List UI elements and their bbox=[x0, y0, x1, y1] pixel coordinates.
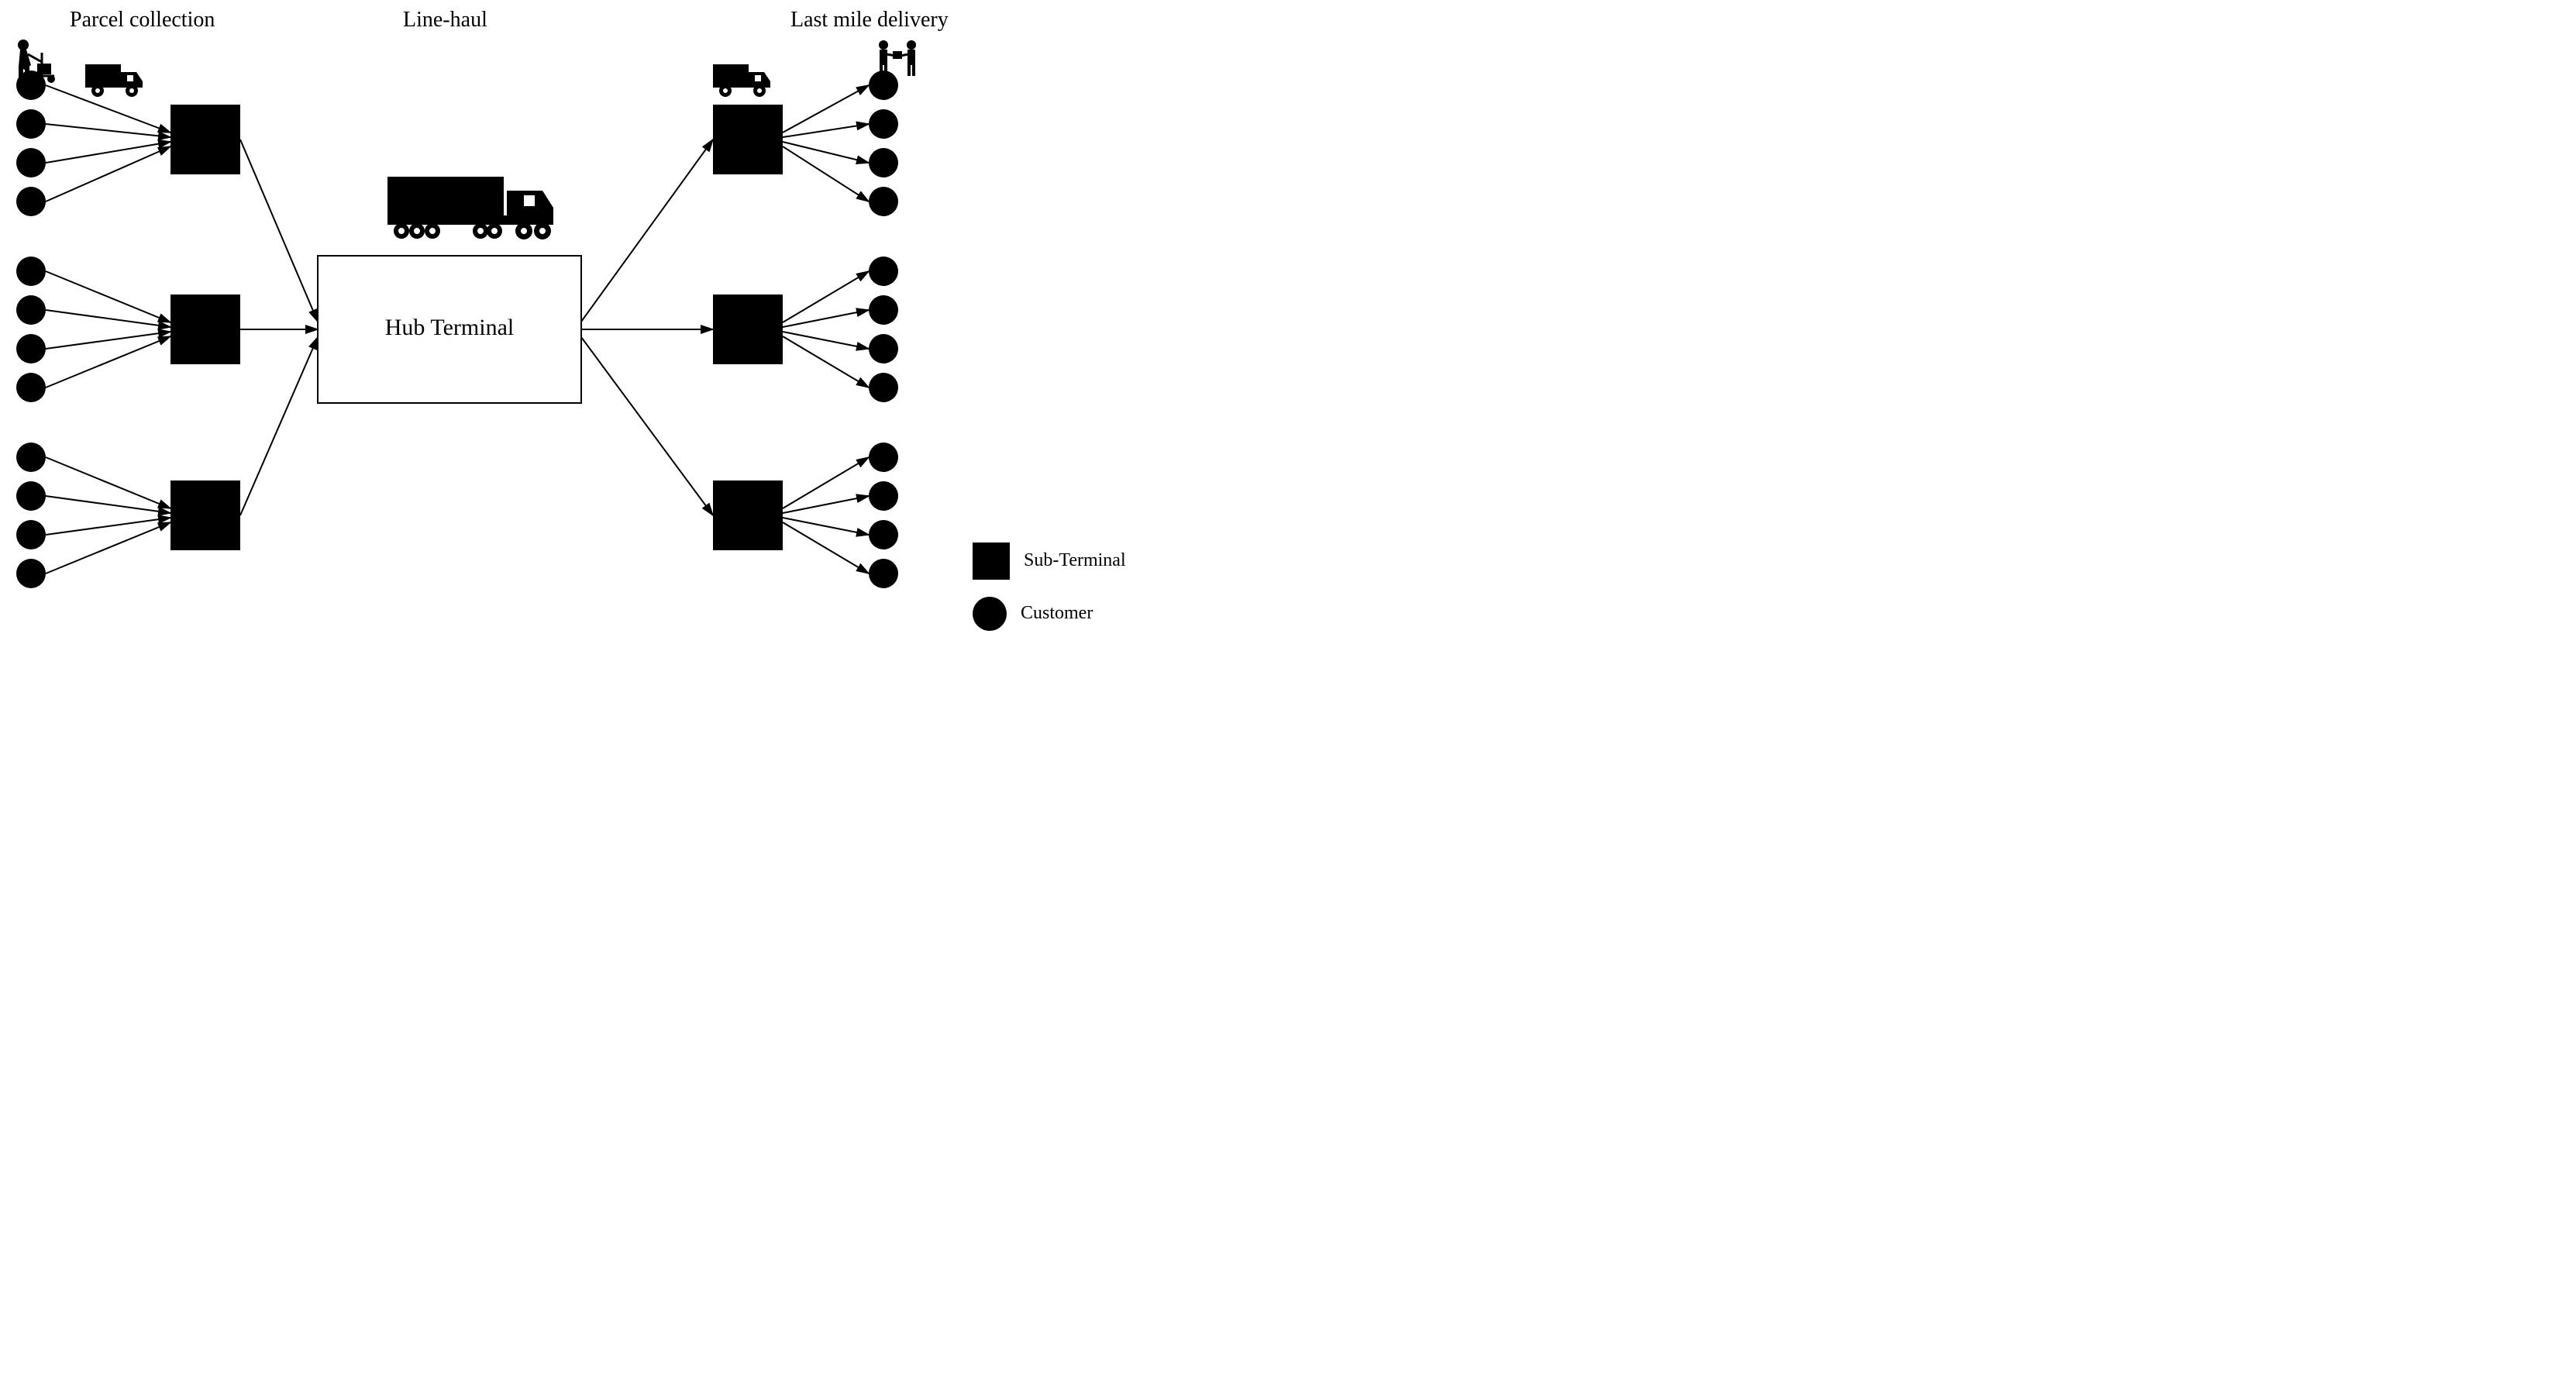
right-sub-terminal-1 bbox=[713, 294, 783, 364]
left-customer-1-3 bbox=[16, 373, 46, 402]
right-customer-1-2 bbox=[869, 334, 898, 363]
small-truck-right-icon bbox=[713, 64, 770, 97]
right-sub-terminal-2 bbox=[713, 480, 783, 550]
left-customer-1-0 bbox=[16, 257, 46, 286]
left-customer-0-3 bbox=[16, 187, 46, 216]
header-line-haul: Line-haul bbox=[403, 8, 487, 33]
handoff-icon bbox=[879, 40, 916, 76]
left-customer-0-2 bbox=[16, 148, 46, 177]
right-sub-terminal-0 bbox=[713, 105, 783, 174]
header-last-mile: Last mile delivery bbox=[790, 8, 949, 33]
right-customer-1-0 bbox=[869, 257, 898, 286]
left-customer-0-1 bbox=[16, 109, 46, 139]
arrow-right-customer-2-2 bbox=[783, 518, 869, 535]
semi-truck-icon bbox=[387, 177, 553, 239]
left-sub-terminal-1 bbox=[170, 294, 240, 364]
arrow-right-customer-1-1 bbox=[783, 310, 869, 327]
left-customer-2-1 bbox=[16, 481, 46, 511]
arrow-left-customer-2-0 bbox=[46, 457, 170, 508]
right-customer-2-1 bbox=[869, 481, 898, 511]
right-customer-2-2 bbox=[869, 520, 898, 549]
right-customer-1-1 bbox=[869, 295, 898, 325]
arrow-right-customer-1-0 bbox=[783, 271, 869, 322]
arrow-left-customer-1-0 bbox=[46, 271, 170, 322]
arrow-right-customer-2-0 bbox=[783, 457, 869, 508]
arrow-hub-to-right-sub-0 bbox=[581, 140, 713, 322]
arrow-left-customer-2-2 bbox=[46, 518, 170, 535]
left-customer-2-2 bbox=[16, 520, 46, 549]
right-customer-1-3 bbox=[869, 373, 898, 402]
diagram-canvas: Parcel collection Line-haul Last mile de… bbox=[0, 0, 1178, 636]
hub-terminal-label: Hub Terminal bbox=[372, 315, 527, 341]
header-parcel-collection: Parcel collection bbox=[70, 8, 215, 33]
right-customer-0-2 bbox=[869, 148, 898, 177]
arrow-left-customer-0-2 bbox=[46, 142, 170, 163]
left-sub-terminal-0 bbox=[170, 105, 240, 174]
left-sub-terminal-2 bbox=[170, 480, 240, 550]
left-customer-2-3 bbox=[16, 559, 46, 588]
small-truck-left-icon bbox=[85, 64, 143, 97]
arrow-left-customer-1-3 bbox=[46, 336, 170, 388]
diagram-svg bbox=[0, 0, 1178, 636]
arrow-right-customer-2-3 bbox=[783, 522, 869, 574]
arrow-left-customer-0-3 bbox=[46, 146, 170, 202]
right-customer-2-3 bbox=[869, 559, 898, 588]
arrow-left-customer-2-3 bbox=[46, 522, 170, 574]
right-customer-0-1 bbox=[869, 109, 898, 139]
arrow-left-sub-2-to-hub bbox=[240, 337, 318, 515]
right-customer-0-0 bbox=[869, 71, 898, 100]
arrow-left-customer-2-1 bbox=[46, 496, 170, 513]
left-customer-2-0 bbox=[16, 443, 46, 472]
left-customer-1-1 bbox=[16, 295, 46, 325]
right-customer-0-3 bbox=[869, 187, 898, 216]
arrow-left-sub-0-to-hub bbox=[240, 140, 318, 322]
legend-customer-label: Customer bbox=[1021, 603, 1093, 624]
left-customer-1-2 bbox=[16, 334, 46, 363]
arrow-right-customer-1-2 bbox=[783, 332, 869, 349]
arrow-right-customer-0-3 bbox=[783, 146, 869, 202]
arrow-right-customer-1-3 bbox=[783, 336, 869, 388]
arrow-left-customer-1-2 bbox=[46, 332, 170, 349]
arrow-left-customer-1-1 bbox=[46, 310, 170, 327]
arrow-hub-to-right-sub-2 bbox=[581, 337, 713, 515]
right-customer-2-0 bbox=[869, 443, 898, 472]
legend-sub-terminal-icon bbox=[973, 542, 1010, 580]
legend-sub-terminal-label: Sub-Terminal bbox=[1024, 550, 1126, 571]
arrow-right-customer-0-2 bbox=[783, 142, 869, 163]
arrow-right-customer-2-1 bbox=[783, 496, 869, 513]
legend-customer-icon bbox=[973, 597, 1007, 631]
